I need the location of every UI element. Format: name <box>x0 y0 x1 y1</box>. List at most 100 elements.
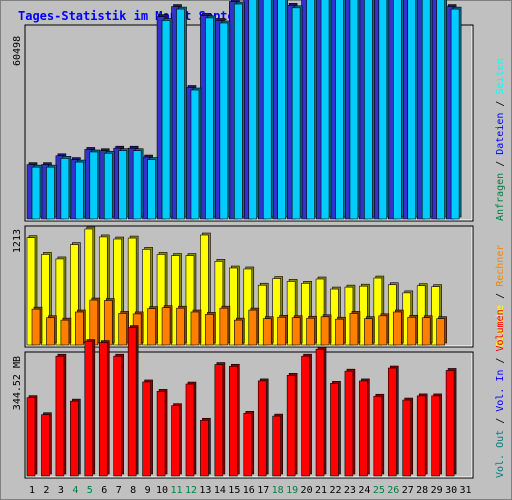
bar-rechner-10 <box>161 305 173 346</box>
bar-besuche-7 <box>113 236 125 346</box>
bar-face <box>315 278 325 346</box>
x-tick-label-30: 30 <box>445 485 457 496</box>
bar-face <box>132 150 142 220</box>
bar-volumen-17 <box>257 378 269 477</box>
bar-rechner-25 <box>378 313 390 346</box>
bar-dateien-18 <box>277 0 288 220</box>
bar-face <box>229 365 238 477</box>
bar-face <box>46 166 55 220</box>
bar-face <box>31 166 41 220</box>
bar-face <box>407 316 417 346</box>
x-tick-label-12: 12 <box>185 485 197 496</box>
x-tick-label-28: 28 <box>416 485 428 496</box>
bar-face <box>190 89 200 220</box>
bar-volumen-27 <box>402 397 414 477</box>
bar-face <box>315 348 325 477</box>
bar-face <box>291 7 301 220</box>
bar-face <box>436 318 445 346</box>
x-tick-label-15: 15 <box>228 485 240 496</box>
legend-entry-dateien: Dateien <box>495 113 506 155</box>
bar-face <box>373 395 383 477</box>
bar-rechner-13 <box>205 312 216 346</box>
bar-face <box>272 278 281 346</box>
bar-rechner-17 <box>262 316 274 346</box>
bar-face <box>392 311 402 346</box>
bar-dateien-25 <box>378 0 390 220</box>
bar-volumen-26 <box>387 365 399 477</box>
x-tick-label-20: 20 <box>301 485 313 496</box>
bar-rechner-14 <box>219 305 231 346</box>
bar-face <box>219 22 229 220</box>
bar-face <box>248 309 258 346</box>
bar-face <box>445 370 455 477</box>
bar-rechner-4 <box>75 309 86 346</box>
bar-dateien-29 <box>436 0 447 220</box>
bar-face <box>41 254 50 346</box>
bar-face <box>70 400 79 477</box>
panel-top: 60498 <box>12 0 474 222</box>
bar-volumen-23 <box>344 368 356 477</box>
bar-dateien-23 <box>349 0 361 220</box>
bar-face <box>55 258 65 346</box>
bar-dateien-28 <box>421 0 433 220</box>
x-tick-label-27: 27 <box>402 485 414 496</box>
legend-entry-rechner: Rechner <box>495 245 506 287</box>
x-tick-label-10: 10 <box>156 485 168 496</box>
bar-face <box>205 17 214 220</box>
bar-dateien-10 <box>161 18 173 220</box>
bar-dateien-3 <box>60 156 72 220</box>
bar-face <box>31 308 41 346</box>
bar-rechner-21 <box>320 314 332 346</box>
bar-face <box>103 300 113 346</box>
bar-face <box>185 383 195 477</box>
legend-middle: Besuche / Rechner <box>495 245 506 347</box>
bar-face <box>436 0 445 220</box>
bar-face <box>171 405 180 477</box>
bar-face <box>98 342 108 477</box>
x-tick-label-3: 3 <box>58 485 64 496</box>
bar-face <box>416 395 426 477</box>
x-tick-label-13: 13 <box>199 485 211 496</box>
bar-face <box>142 381 151 477</box>
legend-entry-volumen: Volumen <box>495 309 506 351</box>
bar-face <box>84 341 94 477</box>
bar-face <box>234 3 243 220</box>
bar-face <box>205 314 214 346</box>
bar-face <box>373 277 383 346</box>
y-axis-max-label: 344.52 MB <box>12 356 23 410</box>
bar-volumen-13 <box>200 417 211 477</box>
bar-volumen-16 <box>243 411 255 477</box>
bar-face <box>286 375 296 477</box>
x-tick-label-16: 16 <box>243 485 255 496</box>
bar-face <box>262 318 272 346</box>
panel-bottom: 344.52 MB <box>12 325 474 479</box>
bar-face <box>344 370 354 477</box>
bar-rechner-12 <box>190 309 202 346</box>
bar-face <box>421 0 431 220</box>
bar-dateien-2 <box>46 164 57 220</box>
bar-dateien-6 <box>103 150 115 220</box>
bar-face <box>200 234 209 346</box>
bar-volumen-4 <box>70 398 81 477</box>
bar-volumen-8 <box>127 325 139 477</box>
bar-face <box>127 327 137 477</box>
bar-face <box>113 238 123 346</box>
bar-volumen-28 <box>416 393 428 477</box>
bar-rechner-20 <box>306 315 317 346</box>
bar-volumen-24 <box>359 378 370 477</box>
bar-face <box>378 315 388 346</box>
bar-besuche-14 <box>214 259 226 346</box>
legend-separator: / <box>495 95 506 113</box>
legend-separator: / <box>495 287 506 305</box>
bar-rechner-15 <box>234 317 245 346</box>
bar-dateien-27 <box>407 0 419 220</box>
x-tick-label-18: 18 <box>272 485 284 496</box>
bar-face <box>286 281 296 346</box>
bar-dateien-22 <box>335 0 346 220</box>
legend-separator: / <box>495 412 506 430</box>
bar-volumen-9 <box>142 379 153 477</box>
bar-face <box>359 380 368 477</box>
bar-rechner-2 <box>46 315 57 346</box>
bar-rechner-6 <box>103 298 115 346</box>
bar-dateien-14 <box>219 20 231 220</box>
